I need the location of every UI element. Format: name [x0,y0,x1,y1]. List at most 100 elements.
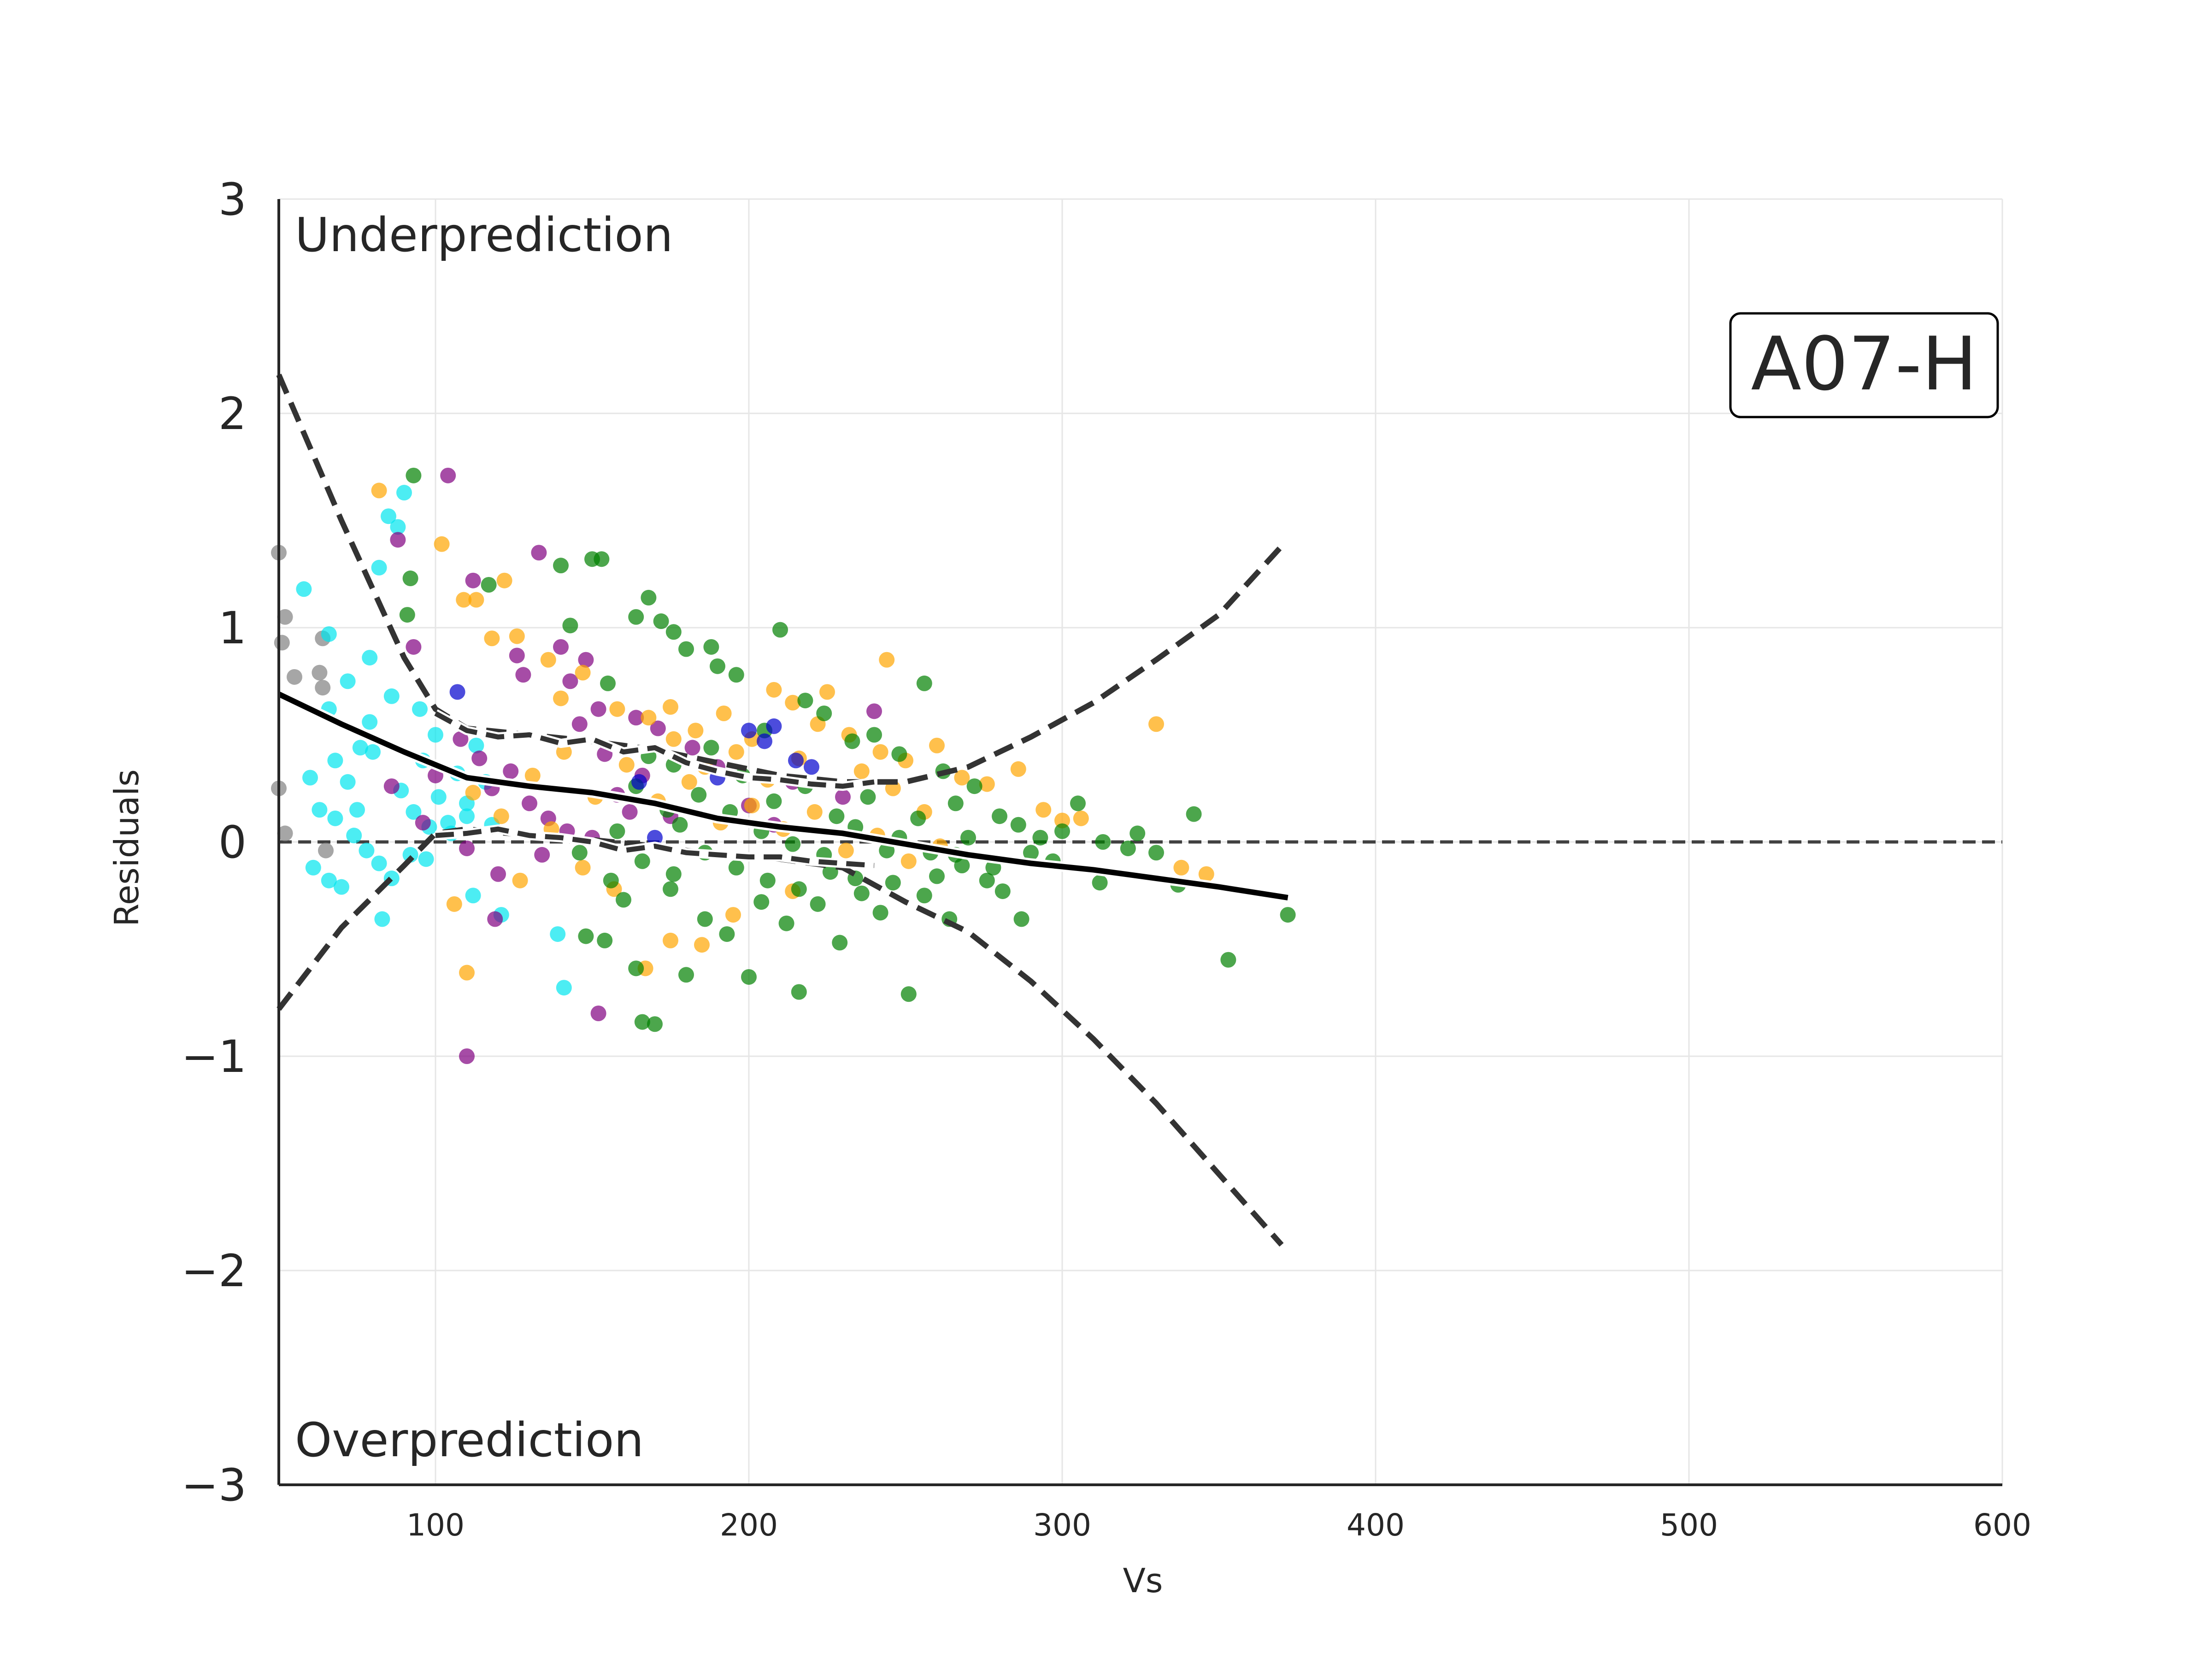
y-tick-label: −2 [181,1245,247,1297]
data-point-cyan [406,804,422,820]
y-tick-label: −1 [181,1031,247,1082]
data-point-green [992,808,1007,824]
data-point-green [691,787,707,803]
data-point-orange [744,797,760,813]
data-point-cyan [349,802,365,818]
data-point-green [600,675,616,691]
data-point-purple [459,1048,475,1064]
inner-band-upper-line [434,711,875,789]
data-point-cyan [352,740,368,756]
x-tick-label: 500 [1660,1507,1718,1543]
data-point-green [665,624,682,640]
data-point-orange [766,682,782,698]
data-point-orange [728,744,744,760]
data-point-purple [590,701,606,717]
data-point-green [710,658,725,674]
data-point-purple [390,532,406,548]
data-point-purple [650,720,666,736]
x-tick-label: 400 [1347,1507,1405,1543]
data-point-blue [449,684,465,700]
data-point-orange [663,932,678,948]
data-point-orange [716,706,732,721]
data-point-green [1032,830,1048,846]
data-point-orange [496,572,512,588]
data-point-orange [1035,802,1052,818]
data-point-purple [415,815,431,831]
x-tick-label: 600 [1973,1507,2031,1543]
x-tick-label: 100 [406,1507,465,1543]
data-point-green [797,693,813,709]
data-point-orange [900,853,917,869]
data-point-cyan [327,810,343,826]
data-point-green [728,667,744,683]
data-point-blue [766,718,782,734]
data-point-blue [757,733,772,749]
data-point-green [966,778,982,794]
y-axis-label: Residuals [107,769,146,927]
data-point-orange [484,630,500,647]
data-point-green [719,926,735,942]
data-point-green [829,808,845,824]
data-point-green [778,915,794,931]
data-point-blue [741,723,757,739]
data-point-purple [534,847,550,863]
data-point-orange [468,592,484,608]
data-point-purple [578,652,594,668]
inner-band-lower-line [435,826,875,868]
data-point-green [759,872,776,888]
data-point-purple [406,639,422,655]
data-point-green [916,675,932,691]
data-point-orange [434,536,450,552]
data-point-green [1070,795,1086,812]
data-point-purple [590,1006,606,1021]
data-point-cyan [412,701,428,717]
data-point-orange [456,592,472,608]
data-point-green [616,892,631,908]
data-point-cyan [365,744,381,760]
data-point-cyan [327,753,343,769]
data-point-green [641,589,657,606]
data-point-purple [622,804,638,820]
data-point-purple [522,795,537,812]
y-tick-label: −3 [181,1459,247,1511]
data-point-orange [446,896,462,912]
data-point-green [785,836,801,852]
data-point-cyan [362,714,378,730]
data-point-orange [979,776,995,792]
data-point-orange [512,872,528,888]
data-point-gray [312,665,328,681]
data-point-orange [524,767,541,783]
data-point-green [741,969,757,985]
data-point-green [1148,845,1164,861]
data-point-cyan [371,559,387,576]
data-point-gray [315,680,331,696]
data-point-green [916,888,932,904]
tick-labels: 100 200 300 400 500 600 3 2 1 0 −1 −2 −3 [181,174,2031,1543]
data-point-cyan [346,828,362,844]
data-point-purple [503,763,519,779]
data-point-cyan [305,859,321,876]
data-point-green [791,881,807,897]
data-point-green [571,845,588,861]
data-point-green [1120,840,1136,856]
data-point-orange [1010,761,1026,777]
data-point-cyan [383,688,400,704]
data-point-green [562,618,578,634]
data-point-orange [553,690,569,706]
data-point-purple [562,673,578,689]
data-point-cyan [390,519,406,535]
data-point-orange [806,804,823,820]
data-point-cyan [302,770,318,786]
axes [277,199,2002,1486]
data-point-green [929,868,945,884]
data-point-orange [819,684,835,700]
data-point-green [402,571,418,587]
data-point-purple [465,572,481,588]
data-point-green [1280,907,1296,923]
data-point-blue [788,753,804,769]
data-point-cyan [381,508,396,524]
data-point-purple [515,667,531,683]
data-point-green [647,1016,663,1032]
data-point-orange [641,710,657,726]
data-point-orange [665,731,682,747]
